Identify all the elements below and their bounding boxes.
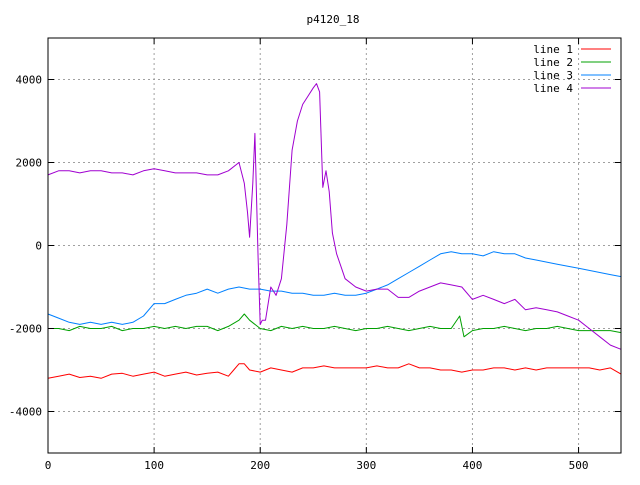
series-line-1 [47,363,622,379]
y-tick-label: 0 [35,240,42,253]
y-tick-label: 2000 [16,157,43,170]
x-tick-label: 200 [250,459,270,472]
x-tick-label: 0 [45,459,52,472]
y-tick-label: 4000 [16,74,43,87]
axis-ticks: 0 100 200 300 400 500 -4000 -2000 0 2000 4000 [9,38,621,472]
chart-title: p4120_18 [307,13,360,26]
series-line-2 [48,313,622,338]
y-tick-label: -2000 [9,323,42,336]
legend-label-4: line 4 [533,82,573,95]
x-tick-label: 300 [356,459,376,472]
series-group [47,83,622,379]
legend-label-1: line 1 [533,43,573,56]
legend-label-2: line 2 [533,56,573,69]
legend-label-3: line 3 [533,69,573,82]
x-tick-label: 400 [463,459,483,472]
series-line-4 [47,83,622,350]
series-line-3 [47,251,622,325]
x-tick-label: 100 [144,459,164,472]
x-tick-label: 500 [569,459,589,472]
y-tick-label: -4000 [9,406,42,419]
